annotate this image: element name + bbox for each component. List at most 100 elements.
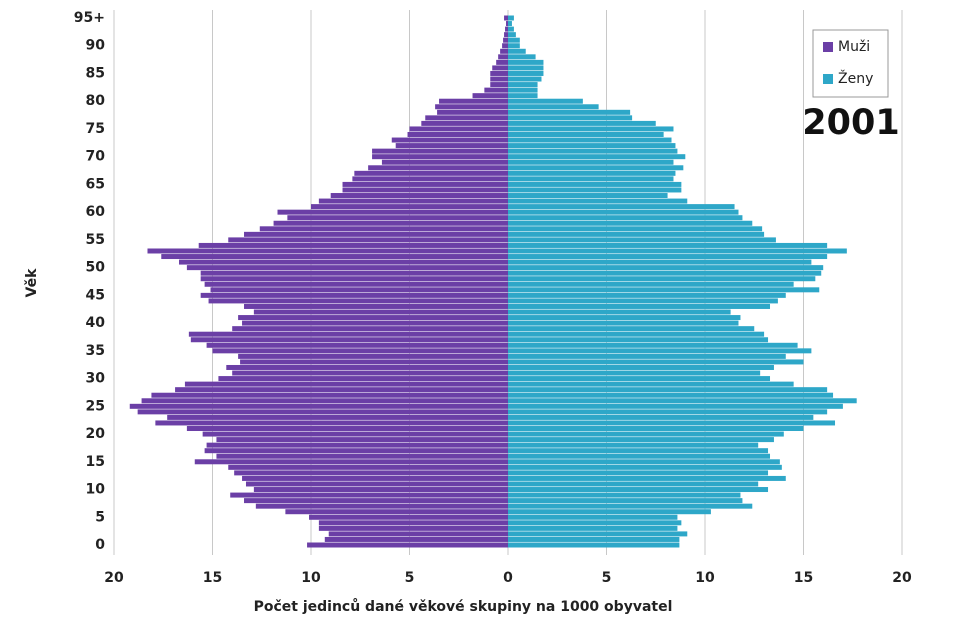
bar: [508, 65, 544, 71]
y-tick-label: 35: [86, 343, 105, 359]
bar: [240, 359, 508, 365]
bar: [508, 242, 828, 248]
bar: [200, 292, 508, 298]
y-tick-label: 75: [86, 121, 105, 137]
bar: [372, 154, 508, 160]
bar: [228, 237, 508, 243]
bar: [508, 159, 674, 165]
bar: [508, 287, 820, 293]
bar: [508, 531, 688, 537]
bar: [368, 165, 508, 171]
bar: [508, 387, 828, 393]
bar: [226, 364, 509, 370]
bar: [508, 54, 536, 60]
bar: [508, 165, 684, 171]
bar: [212, 348, 508, 354]
bar: [508, 442, 759, 448]
bar: [186, 426, 508, 432]
y-tick-label: 10: [86, 482, 106, 498]
y-tick-label: 85: [86, 65, 105, 81]
bar: [273, 220, 508, 226]
bar: [508, 525, 678, 531]
bar: [354, 170, 508, 176]
bar: [407, 131, 508, 137]
bar: [508, 320, 739, 326]
bar: [508, 337, 769, 343]
bar: [508, 509, 711, 515]
bar: [508, 76, 542, 82]
bar: [508, 309, 731, 315]
x-tick-label: 5: [405, 570, 415, 586]
bar: [508, 259, 812, 265]
x-tick-label: 10: [695, 570, 715, 586]
bar: [508, 326, 755, 332]
bar: [508, 281, 794, 287]
bar: [179, 259, 508, 265]
bar: [508, 426, 804, 432]
bar: [234, 470, 509, 476]
y-tick-label: 95+: [74, 10, 105, 26]
bar: [508, 215, 743, 221]
bar: [508, 170, 676, 176]
bar: [242, 320, 509, 326]
bar: [508, 437, 774, 443]
bar: [508, 364, 774, 370]
x-tick-label: 20: [104, 570, 124, 586]
bar: [508, 470, 769, 476]
bar: [508, 237, 776, 243]
bar: [421, 120, 508, 126]
bar: [508, 420, 836, 426]
bar: [508, 59, 544, 65]
bar: [232, 370, 508, 376]
bar: [425, 115, 508, 121]
bar: [508, 154, 686, 160]
bar: [253, 487, 508, 493]
bar: [508, 514, 678, 520]
bar: [508, 15, 514, 21]
bar: [259, 226, 508, 232]
bar: [395, 143, 508, 149]
bar: [508, 126, 674, 132]
bar: [285, 509, 508, 515]
bar: [490, 76, 508, 82]
bar: [508, 370, 761, 376]
bar: [508, 409, 828, 415]
legend-label: Ženy: [838, 69, 873, 87]
bar: [508, 254, 828, 260]
bar: [508, 209, 739, 215]
bar: [307, 542, 508, 548]
bar: [508, 276, 816, 282]
bar: [508, 43, 520, 49]
bar: [508, 431, 784, 437]
bar: [238, 315, 509, 321]
bar: [508, 87, 538, 93]
bar: [508, 198, 688, 204]
y-tick-label: 70: [86, 149, 106, 165]
bar: [287, 215, 508, 221]
bar: [200, 270, 508, 276]
y-tick-label: 50: [86, 260, 106, 276]
bar: [508, 292, 786, 298]
bar: [437, 109, 508, 115]
y-axis-label: Věk: [24, 268, 40, 298]
bar: [504, 15, 508, 21]
y-tick-label: 65: [86, 176, 105, 192]
bar: [129, 403, 508, 409]
y-tick-label: 90: [86, 38, 106, 54]
bar: [508, 414, 814, 420]
bar: [508, 464, 782, 470]
bar: [255, 503, 508, 509]
bar: [508, 115, 633, 121]
y-tick-label: 60: [86, 204, 106, 220]
bar: [508, 487, 769, 493]
bar: [502, 43, 508, 49]
bar: [137, 409, 508, 415]
bar: [161, 254, 508, 260]
bar: [277, 209, 508, 215]
bar: [490, 82, 508, 88]
bar: [508, 536, 680, 542]
bar: [194, 459, 508, 465]
bar: [508, 315, 741, 321]
bar: [244, 231, 508, 237]
bar: [230, 492, 509, 498]
